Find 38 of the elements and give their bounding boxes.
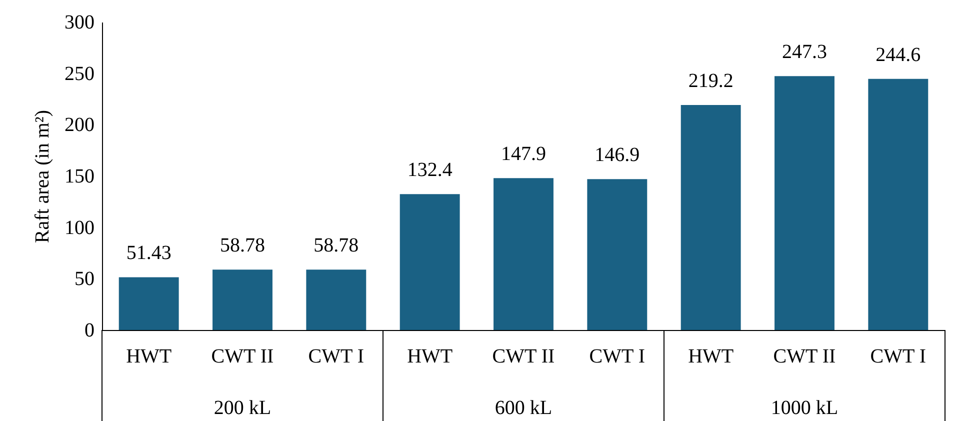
data-label: 58.78	[220, 234, 265, 257]
x-tick-label: CWT I	[308, 346, 364, 368]
x-tick-label: CWT II	[492, 346, 555, 368]
bar	[118, 277, 179, 330]
x-tick-label: HWT	[688, 346, 734, 368]
bar	[494, 178, 554, 330]
data-label: 132.4	[407, 159, 452, 182]
y-tick-label: 100	[64, 216, 94, 239]
y-tick-label: 150	[64, 166, 94, 188]
data-label: 58.78	[314, 234, 359, 257]
bar	[587, 179, 648, 330]
y-tick-label: 200	[64, 114, 94, 136]
text: 200 kL	[214, 397, 272, 419]
data-label: 51.43	[126, 242, 172, 264]
y-tick-label: 250	[64, 62, 94, 85]
text: 600 kL	[494, 397, 552, 419]
bar	[212, 270, 272, 330]
bar	[868, 78, 928, 330]
x-tick-label: HWT	[126, 346, 172, 368]
x-tick-label: CWT I	[589, 346, 646, 368]
data-label: 147.9	[501, 143, 546, 166]
y-tick-label: 50	[74, 268, 94, 290]
x-tick-label: CWT II	[773, 346, 836, 368]
bar	[774, 76, 834, 330]
data-label: 146.9	[594, 144, 640, 166]
text: 1000 kL	[770, 397, 838, 419]
y-axis-title: Raft area (in m²)	[32, 110, 54, 244]
x-tick-label: HWT	[407, 346, 453, 368]
x-tick-label: CWT II	[211, 346, 274, 368]
bar	[306, 270, 366, 330]
data-label: 247.3	[782, 41, 827, 64]
x-tick-label: CWT I	[870, 346, 926, 368]
y-tick-label: 300	[64, 12, 94, 34]
y-tick-label: 0	[84, 320, 94, 342]
bar	[680, 104, 741, 330]
data-label: 219.2	[688, 70, 734, 92]
data-label: 244.6	[876, 44, 921, 66]
bar	[400, 194, 460, 330]
